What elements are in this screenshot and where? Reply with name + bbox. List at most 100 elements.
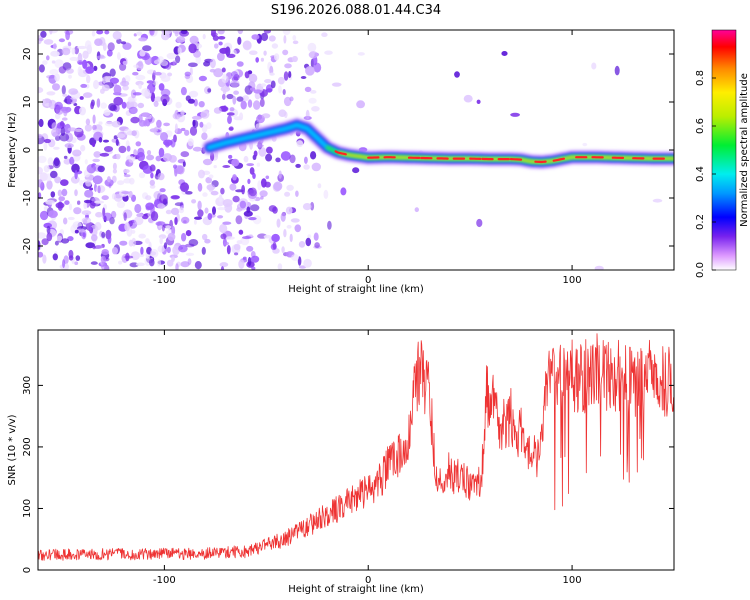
noise-blob: [256, 144, 264, 148]
noise-blob: [259, 190, 268, 198]
noise-blob: [185, 95, 191, 102]
noise-blob: [89, 187, 94, 191]
noise-blob: [61, 47, 71, 56]
noise-blob: [118, 145, 127, 154]
noise-blob: [340, 187, 347, 196]
noise-blob: [307, 234, 312, 239]
noise-blob: [44, 138, 51, 144]
noise-blob: [130, 229, 136, 234]
noise-blob: [251, 266, 256, 270]
noise-blob: [46, 91, 56, 96]
noise-blob: [48, 122, 52, 126]
noise-blob: [218, 41, 223, 46]
noise-blob: [219, 223, 228, 234]
noise-blob: [121, 191, 130, 195]
noise-blob: [104, 179, 114, 187]
noise-blob: [261, 113, 271, 119]
noise-blob: [510, 112, 520, 117]
noise-blob: [135, 262, 145, 267]
noise-blob: [292, 40, 299, 45]
noise-blob: [103, 146, 114, 152]
noise-blob: [594, 265, 604, 270]
colorbar-axis: 0.0 0.2 0.4 0.6 0.8: [695, 70, 716, 278]
noise-blob: [207, 213, 213, 220]
noise-blob: [64, 200, 70, 206]
noise-blob: [263, 50, 267, 56]
noise-blob: [220, 187, 225, 195]
noise-blob: [414, 207, 419, 213]
noise-blob: [214, 43, 219, 49]
noise-blob: [311, 162, 321, 172]
noise-blob: [161, 224, 165, 232]
noise-blob: [213, 107, 222, 114]
noise-blob: [58, 38, 65, 43]
noise-blob: [264, 181, 271, 188]
noise-blob: [239, 112, 244, 121]
noise-blob: [266, 146, 273, 154]
noise-blob: [228, 154, 233, 159]
noise-blob: [82, 50, 89, 59]
noise-blob: [260, 57, 264, 62]
noise-blob: [68, 249, 74, 259]
noise-blob: [247, 99, 253, 108]
noise-blob: [139, 50, 146, 57]
noise-blob: [79, 96, 84, 100]
noise-blob: [174, 217, 178, 225]
noise-blob: [652, 198, 663, 203]
noise-blob: [222, 93, 226, 100]
noise-blob: [72, 149, 82, 157]
noise-blob: [208, 185, 214, 193]
noise-blob: [153, 100, 159, 107]
noise-blob: [308, 97, 317, 104]
noise-blob: [226, 245, 231, 255]
noise-blob: [249, 87, 256, 91]
noise-blob: [154, 96, 162, 102]
noise-blob: [38, 179, 44, 188]
noise-blob: [51, 60, 56, 64]
ridge-peak: [509, 158, 523, 161]
noise-blob: [96, 30, 104, 35]
noise-blob: [46, 180, 53, 190]
noise-blob: [248, 73, 258, 83]
noise-blob: [61, 188, 68, 197]
noise-blob: [234, 252, 239, 256]
noise-blob: [60, 179, 69, 187]
noise-blob: [165, 30, 172, 35]
noise-blob: [84, 159, 88, 165]
noise-blob: [200, 110, 210, 119]
noise-blob: [112, 155, 117, 160]
noise-blob: [147, 212, 152, 217]
noise-blob: [184, 71, 191, 77]
noise-blob: [209, 68, 216, 73]
noise-blob: [66, 68, 74, 74]
colorbar-tick-label: 0.2: [695, 214, 706, 230]
noise-blob: [163, 242, 168, 250]
noise-blob: [171, 207, 180, 216]
noise-blob: [454, 71, 460, 78]
noise-blob: [135, 141, 142, 147]
noise-blob: [220, 86, 231, 92]
noise-blob: [250, 204, 260, 212]
noise-blob: [145, 238, 150, 244]
noise-blob: [238, 229, 244, 235]
noise-blob: [274, 53, 280, 61]
noise-blob: [202, 158, 213, 166]
noise-blob: [77, 45, 87, 50]
noise-blob: [180, 261, 190, 268]
noise-blob: [56, 235, 63, 242]
noise-blob: [290, 218, 300, 223]
colorbar-tick-label: 0.6: [695, 118, 706, 134]
noise-blob: [52, 253, 58, 261]
noise-blob: [317, 183, 322, 189]
noise-blob: [62, 217, 68, 225]
noise-blob: [243, 155, 249, 163]
x-tick-label: -100: [153, 275, 176, 286]
noise-blob: [296, 140, 304, 148]
noise-blob: [289, 96, 294, 102]
noise-blob: [246, 206, 251, 214]
noise-blob: [248, 187, 257, 197]
noise-blob: [242, 236, 252, 240]
noise-blob: [235, 215, 243, 225]
noise-blob: [275, 157, 281, 163]
noise-blob: [236, 207, 243, 212]
